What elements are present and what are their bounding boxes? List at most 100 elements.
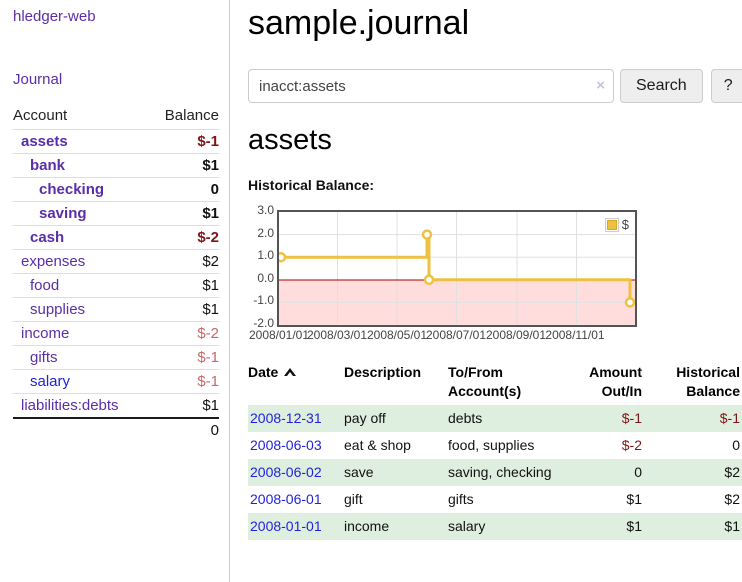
account-row: checking 0 [13,177,219,202]
register-section: Date Description To/From Account(s) Amou… [248,361,742,540]
account-balance: $-1 [149,369,219,394]
table-row: 2008-06-01 gift gifts $1 $2 [248,486,742,513]
main-content: sample.journal × Search ? assets Histori… [248,0,742,582]
account-link-gifts[interactable]: gifts [30,349,58,366]
account-row: income $-2 [13,321,219,346]
x-axis-tick: 2008/01/01 [248,328,310,342]
x-axis-tick: 2008/09/01 [485,328,547,342]
balance-cell: $2 [724,464,740,480]
account-link-expenses[interactable]: expenses [21,253,86,270]
account-link-salary[interactable]: salary [30,373,71,390]
account-row: gifts $-1 [13,345,219,370]
search-form: × Search ? [248,69,742,103]
accounts-cell: salary [448,518,486,534]
legend-label: $ [621,217,629,232]
register-header-row: Date Description To/From Account(s) Amou… [248,361,742,405]
x-axis-tick: 2008/07/01 [425,328,487,342]
accounts-column-header: To/From Account(s) [448,364,522,399]
accounts-cell: debts [448,410,483,426]
chart-canvas [279,212,635,325]
y-axis-tick: -1.0 [253,293,274,307]
sidebar: hledger-web Journal Account Balance asse… [0,0,230,582]
amount-cell: 0 [634,464,642,480]
account-balance: $1 [149,153,219,178]
chart-legend: $ [602,216,631,233]
account-balance: $-2 [149,225,219,250]
amount-column-header: Amount Out/In [589,364,642,399]
account-link-cash[interactable]: cash [30,229,65,246]
account-balance: 0 [149,177,219,202]
balance-column-header: Historical Balance [676,364,740,399]
help-button[interactable]: ? [710,69,742,103]
amount-cell: $-1 [621,410,642,426]
accounts-table-header: Account Balance [13,104,219,130]
table-row: 2008-01-01 income salary $1 $1 [248,513,742,540]
date-column-header[interactable]: Date [248,361,344,405]
historical-balance-chart: 3.0 2.0 1.0 0.0 -1.0 -2.0 [248,198,742,348]
clear-search-icon[interactable]: × [596,77,605,94]
account-balance: $1 [149,393,219,418]
date-link[interactable]: 2008-06-01 [250,491,322,507]
account-row: saving $1 [13,201,219,226]
account-row: assets $-1 [13,129,219,154]
y-axis-tick: -2.0 [253,316,274,330]
description-cell: eat & shop [344,437,411,453]
account-link-supplies[interactable]: supplies [30,301,86,318]
accounts-cell: saving, checking [448,464,552,480]
account-link-income[interactable]: income [21,325,70,342]
date-link[interactable]: 2008-06-02 [250,464,322,480]
register-table: Date Description To/From Account(s) Amou… [248,361,742,540]
search-input[interactable] [248,69,614,103]
y-axis-tick: 3.0 [257,203,274,217]
date-link[interactable]: 2008-01-01 [250,518,322,534]
account-link-checking[interactable]: checking [39,181,105,198]
account-row: liabilities:debts $1 [13,393,219,418]
balance-cell: 0 [732,437,740,453]
sidebar-item-journal[interactable]: Journal [13,71,63,88]
account-row: cash $-2 [13,225,219,250]
balance-column-header: Balance [164,107,219,124]
x-axis-tick: 2008/03/01 [306,328,368,342]
accounts-table: Account Balance assets $-1 bank $1 check… [13,104,219,442]
account-heading: assets [248,124,332,156]
x-axis-tick: 2008/11/01 [545,328,605,342]
balance-cell: $-1 [719,410,740,426]
brand-link[interactable]: hledger-web [13,8,96,25]
account-link-food[interactable]: food [30,277,60,294]
accounts-total-balance: 0 [149,417,219,442]
account-link-liabilities-debts[interactable]: liabilities:debts [21,397,119,414]
accounts-cell: gifts [448,491,474,507]
gridlines [279,212,635,325]
chart-plot-area: $ [277,210,637,327]
account-link-assets[interactable]: assets [21,133,68,150]
y-axis-tick: 0.0 [257,271,274,285]
data-points [279,229,635,308]
date-link[interactable]: 2008-12-31 [250,410,322,426]
description-cell: income [344,518,390,534]
account-column-header: Account [13,107,68,124]
accounts-total-row: 0 [13,417,219,442]
date-link[interactable]: 2008-06-03 [250,437,322,453]
y-axis-tick: 1.0 [257,248,274,262]
x-axis-tick: 2008/05/01 [366,328,428,342]
account-balance: $1 [149,297,219,322]
account-link-saving[interactable]: saving [39,205,87,222]
account-link-bank[interactable]: bank [30,157,66,174]
page-title: sample.journal [248,4,470,42]
accounts-cell: food, supplies [448,437,535,453]
balance-cell: $1 [724,518,740,534]
amount-cell: $1 [626,518,642,534]
chart-heading: Historical Balance: [248,177,375,193]
y-axis-tick: 2.0 [257,226,274,240]
sort-up-icon [284,368,297,376]
amount-cell: $1 [626,491,642,507]
legend-swatch-border [604,217,619,232]
account-row: bank $1 [13,153,219,178]
search-button[interactable]: Search [620,69,703,103]
account-balance: $2 [149,249,219,274]
account-balance: $-2 [149,321,219,346]
account-balance: $-1 [149,345,219,370]
description-column-header: Description [344,364,422,380]
description-cell: gift [344,491,363,507]
table-row: 2008-12-31 pay off debts $-1 $-1 [248,405,742,432]
